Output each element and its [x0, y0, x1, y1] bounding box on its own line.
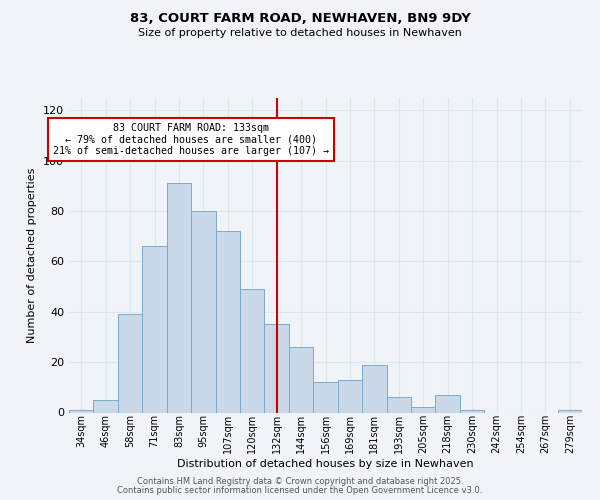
Bar: [191, 211, 215, 412]
Bar: [240, 289, 265, 412]
Bar: [215, 231, 240, 412]
X-axis label: Distribution of detached houses by size in Newhaven: Distribution of detached houses by size …: [177, 459, 474, 469]
Bar: [289, 347, 313, 412]
Text: Contains HM Land Registry data © Crown copyright and database right 2025.: Contains HM Land Registry data © Crown c…: [137, 477, 463, 486]
Bar: [362, 364, 386, 412]
Bar: [265, 324, 289, 412]
Bar: [94, 400, 118, 412]
Bar: [69, 410, 94, 412]
Bar: [411, 408, 436, 412]
Y-axis label: Number of detached properties: Number of detached properties: [28, 168, 37, 342]
Bar: [313, 382, 338, 412]
Bar: [557, 410, 582, 412]
Text: 83, COURT FARM ROAD, NEWHAVEN, BN9 9DY: 83, COURT FARM ROAD, NEWHAVEN, BN9 9DY: [130, 12, 470, 26]
Bar: [386, 398, 411, 412]
Bar: [436, 395, 460, 412]
Text: Size of property relative to detached houses in Newhaven: Size of property relative to detached ho…: [138, 28, 462, 38]
Bar: [460, 410, 484, 412]
Text: 83 COURT FARM ROAD: 133sqm
← 79% of detached houses are smaller (400)
21% of sem: 83 COURT FARM ROAD: 133sqm ← 79% of deta…: [53, 122, 329, 156]
Bar: [118, 314, 142, 412]
Bar: [142, 246, 167, 412]
Bar: [338, 380, 362, 412]
Text: Contains public sector information licensed under the Open Government Licence v3: Contains public sector information licen…: [118, 486, 482, 495]
Bar: [167, 183, 191, 412]
